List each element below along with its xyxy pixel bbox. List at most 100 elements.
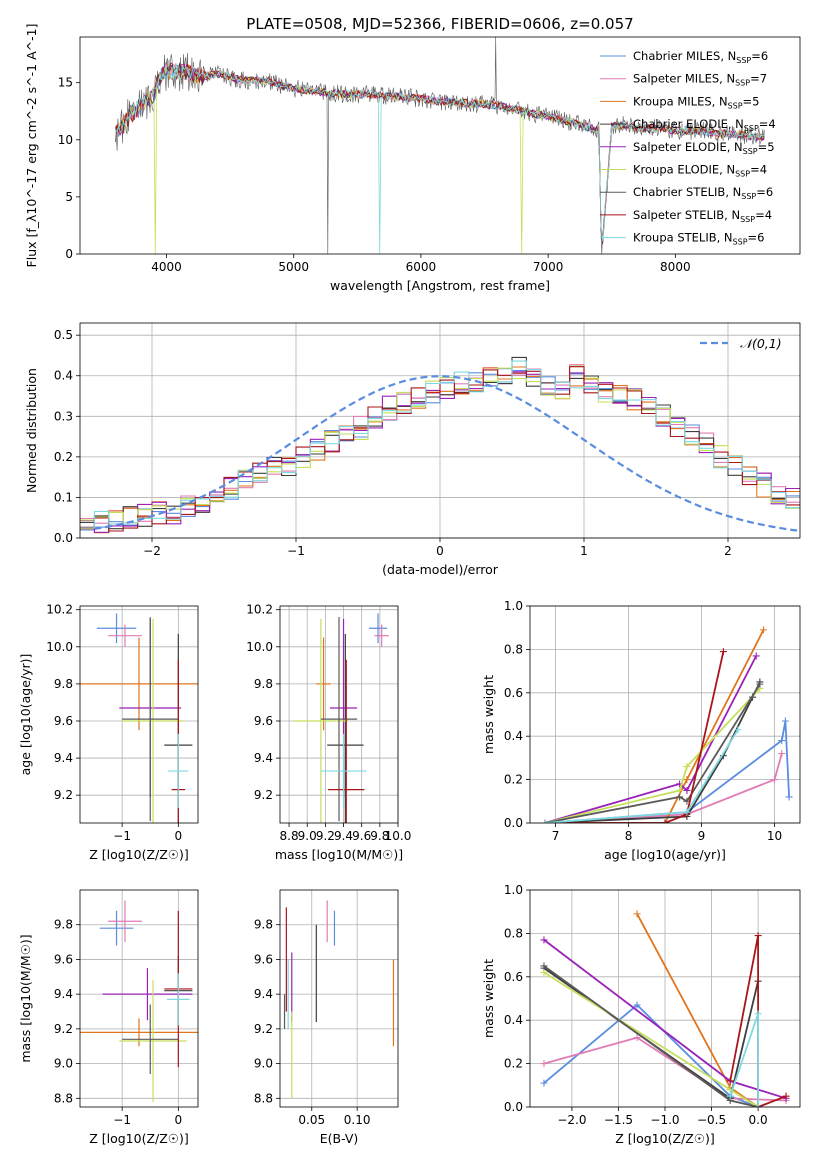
y-tick-label: 0.4 [504, 729, 523, 743]
x-tick-label: 10.0 [385, 829, 412, 843]
weight-marker [540, 1060, 548, 1068]
x-tick-label: 0 [436, 544, 444, 558]
x-tick-label: 9 [698, 829, 706, 843]
y-axis-label: mass weight [481, 675, 496, 754]
weight-marker [719, 648, 727, 656]
x-tick-label: −1 [113, 829, 131, 843]
weight-marker [781, 717, 789, 725]
y-tick-label: 9.2 [54, 788, 73, 802]
y-axis-label: mass weight [481, 959, 496, 1038]
y-axis-label: age [log10(age/yr)] [18, 654, 33, 776]
x-tick-label: −1 [113, 1113, 131, 1127]
weight-series-2 [544, 629, 765, 823]
y-tick-label: 0.0 [54, 531, 73, 545]
x-tick-label: −1.0 [650, 1113, 679, 1127]
x-tick-label: 6000 [406, 260, 437, 274]
weight-marker [683, 776, 691, 784]
weight-marker [541, 819, 549, 823]
legend-subscript: SSP [728, 101, 743, 110]
weight-marker [754, 1103, 762, 1107]
axes-frame [279, 605, 399, 824]
x-axis-label: mass [log10(M/M☉)] [275, 847, 403, 862]
y-tick-label: 10.0 [246, 640, 273, 654]
legend-subscript: SSP [733, 238, 748, 247]
weight-marker [676, 793, 684, 801]
axes-frame [529, 889, 801, 1108]
y-tick-label: 0.4 [54, 369, 73, 383]
y-tick-label: 1.0 [504, 883, 523, 897]
x-tick-label: 8 [625, 829, 633, 843]
legend-n: =5 [758, 140, 775, 154]
weight-marker [782, 1092, 790, 1100]
panel-residuals: −2 −1 0 1 2 0.0 0.1 0.2 0.3 0.4 0.5 (data-model)/er… [24, 322, 801, 577]
plot-area-age_vs_mass [293, 613, 389, 823]
spectrum-series-8 [115, 63, 765, 254]
legend-n: =6 [756, 185, 773, 199]
y-tick-label: 0.2 [504, 1057, 523, 1071]
panel-mass_vs_Z: −1 0 8.8 9.0 9.2 9.4 9.6 9.8 Z [log10(Z/Z☉)] mass… [18, 889, 199, 1146]
weight-marker [734, 726, 742, 734]
legend-subscript: SSP [735, 79, 750, 88]
legend-entry: Salpeter STELIB, NSSP=4 [633, 208, 772, 224]
legend-n: =7 [750, 72, 767, 86]
y-tick-label: 9.8 [54, 918, 73, 932]
legend-n: =6 [748, 231, 765, 245]
plot-area-spectrum [115, 37, 765, 254]
weight-marker [633, 1034, 641, 1042]
panel-weight_vs_age: 7 8 9 10 0.0 0.2 0.4 0.6 0.8 1.0 age [log10(age/yr… [481, 599, 801, 862]
y-tick-label: 8.8 [54, 1091, 73, 1105]
y-tick-label: 0 [65, 247, 73, 261]
y-tick-label: 9.2 [254, 788, 273, 802]
weight-marker [676, 786, 684, 794]
weight-marker [540, 962, 548, 970]
x-tick-label: 7000 [533, 260, 564, 274]
plot-area-weight_vs_age [541, 626, 793, 823]
weight-marker [754, 1010, 762, 1018]
weight-marker [540, 1079, 548, 1087]
plot-area-weight_vs_Z [540, 910, 790, 1107]
x-tick-label: 1 [580, 544, 588, 558]
spectrum-series-5 [115, 65, 765, 254]
legend-entry: Kroupa ELODIE, NSSP=4 [633, 163, 767, 179]
legend-subscript: SSP [743, 147, 758, 156]
y-tick-label: 9.0 [254, 1057, 273, 1071]
weight-marker [778, 737, 786, 745]
weight-series-5 [544, 687, 761, 823]
y-tick-label: 9.4 [54, 751, 73, 765]
y-tick-label: 0.8 [504, 926, 523, 940]
weight-series-0 [543, 1003, 759, 1107]
y-tick-label: 9.2 [254, 1022, 273, 1036]
x-tick-label: 9.0 [298, 829, 317, 843]
plot-area-age_vs_Z [80, 613, 198, 823]
figure-title: PLATE=0508, MJD=52366, FIBERID=0606, z=0… [246, 15, 633, 33]
x-tick-label: 9.4 [334, 829, 353, 843]
weight-marker [661, 819, 669, 823]
y-tick-label: 9.8 [254, 677, 273, 691]
legend-entry: Kroupa STELIB, NSSP=6 [633, 231, 764, 247]
y-tick-label: 0.0 [504, 1100, 523, 1114]
axes-frame [529, 605, 801, 824]
x-tick-label: 2 [724, 544, 732, 558]
weight-marker [683, 808, 691, 816]
y-tick-label: 10.2 [246, 603, 273, 617]
legend-entry: Chabrier ELODIE, NSSP=4 [633, 117, 776, 133]
legend-n: =4 [755, 208, 772, 222]
x-axis-label: Z [log10(Z/Z☉)] [615, 1131, 715, 1146]
y-tick-label: 9.4 [254, 751, 273, 765]
panel-age_vs_Z: −1 0 9.2 9.4 9.6 9.8 10.0 10.2 Z [log10(Z/Z☉)] ag… [18, 603, 199, 862]
weight-series-1 [544, 753, 783, 823]
spectrum-legend: Chabrier MILES, NSSP=6 Salpeter MILES, NS… [600, 49, 776, 247]
y-tick-label: 0.2 [504, 773, 523, 787]
x-axis-label: (data-model)/error [382, 562, 499, 577]
legend-n: =4 [759, 117, 776, 131]
y-tick-label: 15 [58, 76, 73, 90]
legend-subscript: SSP [740, 215, 755, 224]
y-tick-label: 0.6 [504, 970, 523, 984]
plot-area-residuals [80, 356, 800, 534]
x-axis-label: E(B-V) [320, 1131, 359, 1146]
x-tick-label: −2.0 [557, 1113, 586, 1127]
weight-marker [726, 1077, 734, 1085]
y-axis-label: Normed distribution [24, 368, 39, 493]
y-tick-label: 9.6 [254, 952, 273, 966]
